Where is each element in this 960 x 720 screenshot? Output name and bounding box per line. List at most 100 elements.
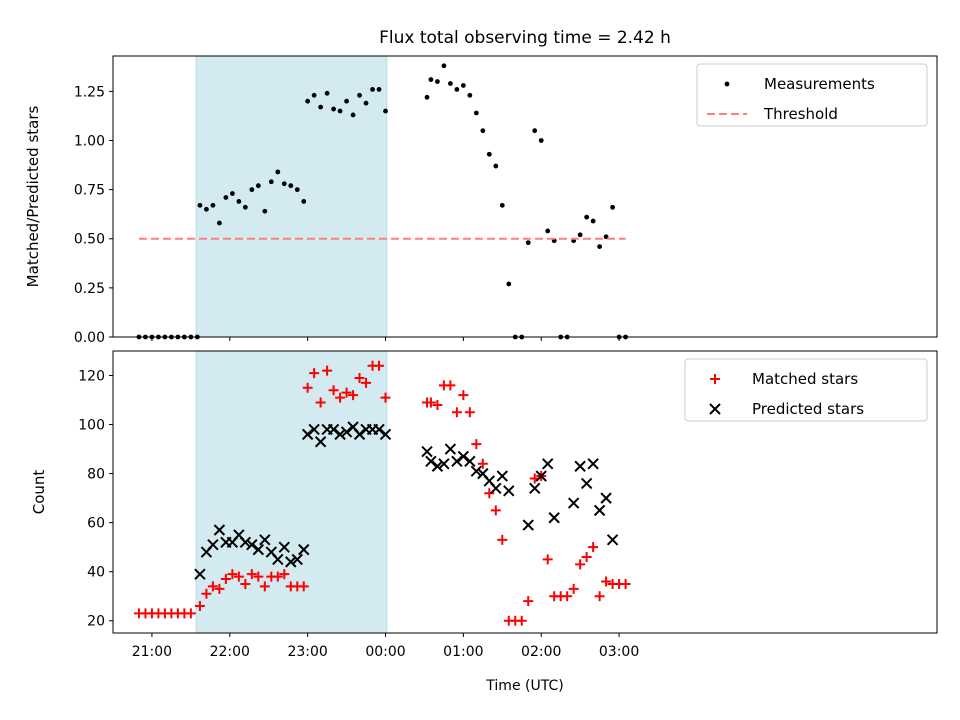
data-point: [294, 187, 300, 193]
data-point: [240, 578, 251, 589]
data-point: [587, 458, 599, 470]
data-point: [207, 539, 219, 551]
data-point: [279, 569, 290, 580]
data-point: [353, 428, 366, 441]
data-point: [581, 551, 592, 562]
data-point: [373, 423, 385, 436]
data-point: [262, 208, 268, 214]
data-point: [281, 181, 287, 187]
data-point: [425, 397, 436, 408]
data-point: [441, 63, 447, 69]
data-point: [337, 108, 343, 114]
data-point: [361, 377, 372, 388]
data-point: [567, 497, 580, 509]
data-point: [523, 596, 534, 607]
data-point: [542, 554, 553, 565]
data-point: [477, 458, 488, 469]
legend: Measurements Threshold: [696, 63, 928, 127]
data-point: [535, 470, 547, 482]
data-point: [272, 553, 284, 566]
data-point: [327, 423, 340, 436]
data-point: [538, 138, 544, 143]
y-tick-label: 1.00: [74, 133, 105, 149]
data-point: [574, 460, 586, 472]
data-point: [493, 163, 499, 169]
data-point: [444, 443, 457, 455]
data-point: [324, 90, 330, 96]
data-point: [464, 407, 475, 418]
data-point: [370, 87, 375, 92]
data-point: [376, 87, 382, 92]
data-point: [249, 187, 255, 193]
data-point: [204, 206, 209, 212]
data-point: [354, 372, 365, 383]
data-point: [590, 218, 596, 224]
y-tick-label: 0.25: [74, 281, 105, 297]
data-point: [447, 81, 453, 86]
y-tick-label: 0.75: [74, 183, 105, 199]
data-point: [451, 407, 462, 418]
data-point: [278, 541, 290, 553]
x-tick-label: 00:00: [365, 644, 405, 660]
data-point: [340, 426, 353, 438]
data-point: [525, 240, 531, 246]
data-point: [253, 571, 264, 582]
legend-label: Threshold: [763, 105, 838, 123]
data-point: [470, 465, 483, 477]
data-point: [568, 583, 579, 594]
y-axis-label: Matched/Predicted stars: [24, 106, 42, 288]
data-point: [516, 615, 527, 626]
data-point: [305, 98, 311, 104]
data-point: [322, 365, 333, 376]
data-point: [548, 512, 560, 524]
data-point: [242, 204, 248, 210]
data-point: [236, 199, 242, 204]
data-point: [308, 423, 320, 436]
data-point: [301, 428, 314, 441]
data-point: [246, 569, 257, 580]
data-point: [431, 460, 444, 472]
data-point: [363, 100, 369, 106]
data-point: [272, 571, 283, 582]
data-point: [497, 534, 508, 545]
data-point: [584, 214, 590, 220]
data-point: [473, 110, 479, 116]
data-point: [562, 591, 573, 602]
data-point: [344, 98, 349, 104]
y-tick-label: 40: [87, 565, 105, 581]
data-point: [606, 534, 619, 546]
axes-frame: [112, 350, 938, 634]
data-point: [259, 581, 270, 592]
data-point: [379, 428, 392, 441]
data-point: [285, 556, 297, 568]
x-tick-label: 23:00: [287, 644, 327, 660]
data-point: [542, 458, 554, 470]
data-point: [471, 439, 482, 450]
data-point: [499, 202, 505, 208]
data-point: [480, 128, 486, 134]
data-point: [620, 578, 631, 589]
data-point: [464, 455, 476, 468]
legend-label: Predicted stars: [752, 400, 864, 418]
data-point: [233, 571, 244, 582]
data-point: [529, 482, 541, 495]
data-point: [207, 581, 218, 592]
data-point: [490, 505, 501, 516]
data-point: [252, 543, 265, 556]
data-point: [220, 574, 231, 585]
data-point: [374, 360, 385, 371]
data-point: [438, 458, 450, 470]
y-tick-label: 80: [87, 467, 105, 483]
data-point: [275, 169, 281, 175]
data-point: [610, 204, 615, 210]
x-tick-label: 02:00: [521, 644, 561, 660]
chart-title: Flux total observing time = 2.42 h: [379, 28, 671, 48]
x-tick-label: 01:00: [443, 644, 483, 660]
data-point: [334, 428, 346, 441]
data-point: [350, 112, 356, 118]
legend-label: Matched stars: [752, 370, 858, 388]
data-point: [458, 390, 469, 401]
data-point: [594, 591, 605, 602]
legend-marker: [709, 403, 721, 415]
data-point: [314, 436, 327, 448]
